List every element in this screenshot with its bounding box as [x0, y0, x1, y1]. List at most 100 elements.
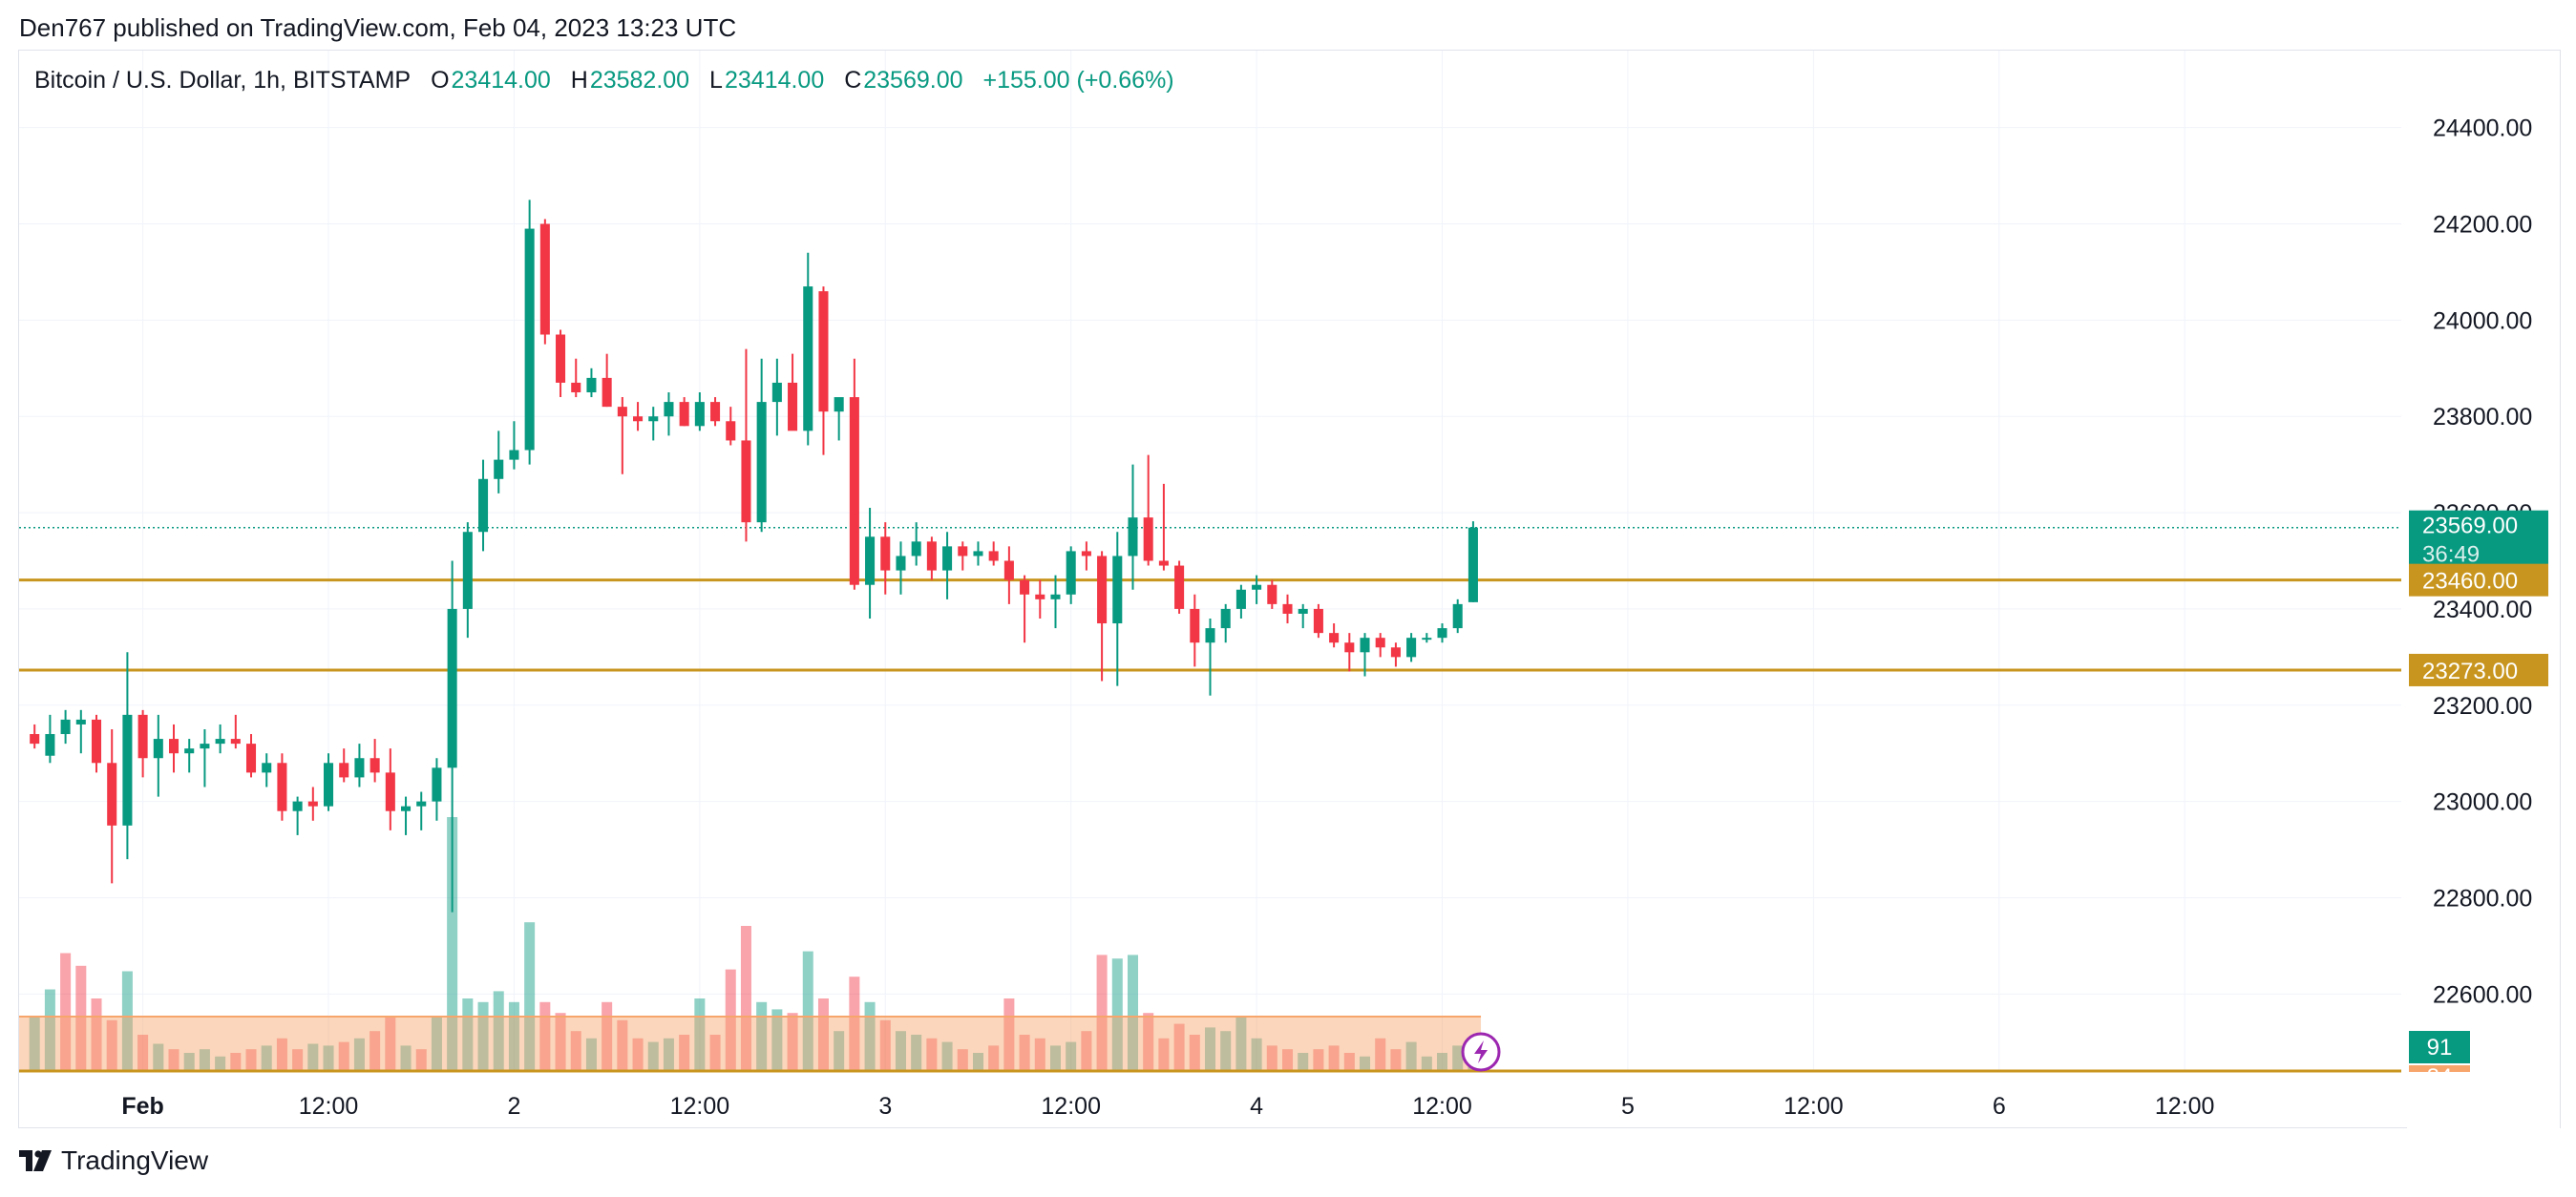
candle — [509, 421, 519, 470]
candle-body — [1035, 594, 1045, 599]
alert-marker[interactable] — [1461, 1032, 1501, 1072]
candle — [137, 709, 148, 778]
y-tick-label: 24200.00 — [2433, 212, 2532, 239]
volume-bar — [617, 1019, 628, 1071]
candle — [1003, 546, 1014, 604]
volume-bar — [864, 1001, 876, 1071]
volume-bar — [307, 1043, 319, 1071]
volume-bar — [447, 817, 458, 1071]
candle-body — [1235, 589, 1246, 609]
candle — [1205, 619, 1215, 696]
candle-body — [958, 546, 968, 556]
volume-bar — [1360, 1056, 1371, 1071]
candle-body — [818, 291, 829, 412]
candle-body — [137, 714, 148, 759]
volume-bar — [91, 998, 102, 1071]
volume-bar — [323, 1045, 334, 1071]
level-price-tag-text: 23273.00 — [2422, 659, 2518, 684]
x-tick-label: 12:00 — [1041, 1093, 1101, 1120]
candle-body — [1452, 603, 1463, 629]
candle-body — [339, 763, 349, 778]
candle-body — [354, 758, 365, 778]
volume-tag-bg — [2409, 1031, 2470, 1063]
candle-body — [1298, 608, 1308, 614]
alert-bolt — [1474, 1040, 1489, 1063]
volume-bar — [1313, 1049, 1324, 1071]
candle — [710, 397, 721, 427]
candle — [230, 714, 241, 749]
candle-body — [679, 402, 689, 427]
symbol-legend: Bitcoin / U.S. Dollar, 1h, BITSTAMP O234… — [34, 67, 1188, 94]
candle-body — [262, 763, 272, 773]
volume-bar — [756, 1001, 768, 1071]
candle-body — [122, 714, 133, 826]
candle — [1298, 603, 1308, 629]
candle — [401, 796, 412, 835]
candle — [896, 541, 906, 595]
volume-bar — [400, 1045, 412, 1071]
candle — [292, 796, 303, 835]
candle — [1437, 623, 1447, 643]
candle — [1066, 546, 1076, 604]
volume-bar — [802, 951, 813, 1071]
candle — [1406, 633, 1417, 662]
volume-bar — [508, 1001, 519, 1071]
last-price-tag-countdown: 36:49 — [2422, 542, 2480, 568]
legend-change: +155.00 (+0.66%) — [982, 67, 1174, 94]
candle-body — [462, 532, 473, 609]
y-tick-label: 23800.00 — [2433, 404, 2532, 430]
candle-body — [75, 719, 86, 724]
candle-body — [416, 801, 427, 807]
candle — [1128, 464, 1138, 590]
candle — [865, 508, 876, 620]
candle — [1452, 598, 1463, 634]
candle-body — [586, 377, 597, 393]
volume-bar — [1343, 1053, 1355, 1071]
last-price-tag-bg — [2409, 510, 2548, 570]
candle — [1375, 633, 1385, 658]
volume-bar — [431, 1017, 442, 1071]
candle-body — [215, 739, 225, 745]
volume-bar — [911, 1035, 922, 1071]
volume-bar — [555, 1013, 566, 1071]
candle-body — [30, 734, 40, 745]
candle — [1143, 454, 1153, 566]
volume-tag-text: 91 — [2427, 1035, 2453, 1060]
candle-body — [200, 744, 210, 749]
axis-cover — [2407, 1072, 2560, 1129]
y-tick-label: 23200.00 — [2433, 693, 2532, 720]
candle-body — [726, 421, 736, 441]
candle-body — [602, 377, 612, 408]
alert-lightning-icon[interactable] — [1461, 1032, 1501, 1072]
candle — [168, 724, 179, 773]
candle-body — [1329, 633, 1340, 643]
candle-body — [447, 608, 457, 768]
last-price-tag-price: 23569.00 — [2422, 514, 2518, 539]
candle-body — [849, 397, 859, 585]
volume-bar — [1127, 955, 1139, 1071]
x-tick-label: 2 — [507, 1093, 520, 1120]
volume-bar — [477, 1001, 489, 1071]
candle-body — [1360, 638, 1370, 653]
volume-bar — [926, 1038, 938, 1071]
candle-body — [1406, 638, 1417, 658]
candle — [245, 734, 257, 778]
candle-body — [1267, 584, 1277, 604]
candle — [262, 753, 272, 788]
volume-ma-area — [19, 1017, 1482, 1071]
candle-body — [664, 402, 674, 417]
candle — [478, 459, 489, 552]
candle — [788, 353, 798, 431]
candle — [1282, 594, 1293, 624]
volume-bar — [1421, 1056, 1432, 1071]
candle-body — [648, 416, 659, 422]
candle — [973, 541, 983, 566]
volume-bar — [261, 1045, 272, 1071]
candle — [45, 714, 55, 764]
legend-symbol[interactable]: Bitcoin / U.S. Dollar, 1h, BITSTAMP — [34, 67, 412, 94]
candle — [122, 652, 133, 860]
volume-bar — [245, 1049, 257, 1071]
candle — [1097, 551, 1108, 682]
tradingview-logo-icon — [19, 1150, 52, 1171]
